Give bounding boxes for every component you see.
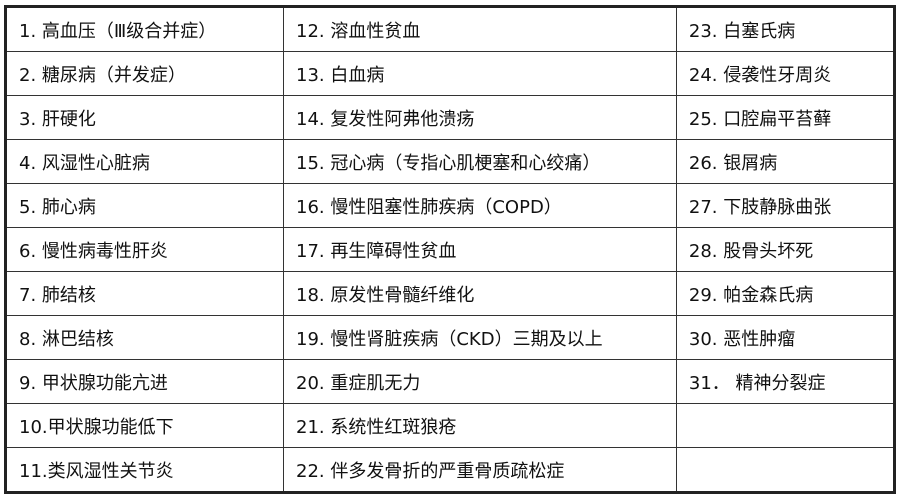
disease-cell: 8. 淋巴结核	[5, 315, 284, 360]
table-row: 7. 肺结核 18. 原发性骨髓纤维化 29. 帕金森氏病	[5, 271, 896, 316]
disease-cell: 30. 恶性肿瘤	[675, 315, 896, 360]
table-row: 3. 肝硬化 14. 复发性阿弗他溃疡 25. 口腔扁平苔藓	[5, 95, 896, 140]
disease-cell: 20. 重症肌无力	[283, 359, 677, 404]
disease-cell: 10.甲状腺功能低下	[5, 403, 284, 448]
disease-cell: 12. 溶血性贫血	[283, 6, 677, 52]
disease-cell: 4. 风湿性心脏病	[5, 139, 284, 184]
table-row: 5. 肺心病 16. 慢性阻塞性肺疾病（COPD） 27. 下肢静脉曲张	[5, 183, 896, 228]
table-row: 10.甲状腺功能低下 21. 系统性红斑狼疮	[5, 403, 896, 448]
disease-cell: 17. 再生障碍性贫血	[283, 227, 677, 272]
disease-cell: 14. 复发性阿弗他溃疡	[283, 95, 677, 140]
table-row: 11.类风湿性关节炎 22. 伴多发骨折的严重骨质疏松症	[5, 447, 896, 493]
disease-cell: 18. 原发性骨髓纤维化	[283, 271, 677, 316]
disease-cell: 22. 伴多发骨折的严重骨质疏松症	[283, 447, 677, 493]
disease-cell: 21. 系统性红斑狼疮	[283, 403, 677, 448]
disease-cell: 13. 白血病	[283, 51, 677, 96]
disease-cell: 7. 肺结核	[5, 271, 284, 316]
disease-cell: 3. 肝硬化	[5, 95, 284, 140]
disease-cell: 9. 甲状腺功能亢进	[5, 359, 284, 404]
table-row: 6. 慢性病毒性肝炎 17. 再生障碍性贫血 28. 股骨头坏死	[5, 227, 896, 272]
disease-cell: 6. 慢性病毒性肝炎	[5, 227, 284, 272]
disease-cell: 23. 白塞氏病	[675, 6, 896, 52]
disease-cell: 31． 精神分裂症	[675, 359, 896, 404]
disease-cell: 2. 糖尿病（并发症）	[5, 51, 284, 96]
table-row: 1. 高血压（Ⅲ级合并症） 12. 溶血性贫血 23. 白塞氏病	[5, 6, 896, 52]
disease-cell: 15. 冠心病（专指心肌梗塞和心绞痛）	[283, 139, 677, 184]
disease-cell: 29. 帕金森氏病	[675, 271, 896, 316]
disease-cell: 11.类风湿性关节炎	[5, 447, 284, 493]
disease-cell: 24. 侵袭性牙周炎	[675, 51, 896, 96]
disease-cell: 27. 下肢静脉曲张	[675, 183, 896, 228]
table-row: 4. 风湿性心脏病 15. 冠心病（专指心肌梗塞和心绞痛） 26. 银屑病	[5, 139, 896, 184]
disease-cell: 1. 高血压（Ⅲ级合并症）	[5, 6, 284, 52]
disease-cell: 19. 慢性肾脏疾病（CKD）三期及以上	[283, 315, 677, 360]
table-row: 9. 甲状腺功能亢进 20. 重症肌无力 31． 精神分裂症	[5, 359, 896, 404]
table-row: 8. 淋巴结核 19. 慢性肾脏疾病（CKD）三期及以上 30. 恶性肿瘤	[5, 315, 896, 360]
disease-list-table: 1. 高血压（Ⅲ级合并症） 12. 溶血性贫血 23. 白塞氏病 2. 糖尿病（并发症…	[4, 5, 896, 494]
disease-cell: 16. 慢性阻塞性肺疾病（COPD）	[283, 183, 677, 228]
disease-cell: 28. 股骨头坏死	[675, 227, 896, 272]
empty-cell	[675, 447, 896, 493]
disease-cell: 26. 银屑病	[675, 139, 896, 184]
disease-cell: 5. 肺心病	[5, 183, 284, 228]
disease-cell: 25. 口腔扁平苔藓	[675, 95, 896, 140]
empty-cell	[675, 403, 896, 448]
table-row: 2. 糖尿病（并发症） 13. 白血病 24. 侵袭性牙周炎	[5, 51, 896, 96]
